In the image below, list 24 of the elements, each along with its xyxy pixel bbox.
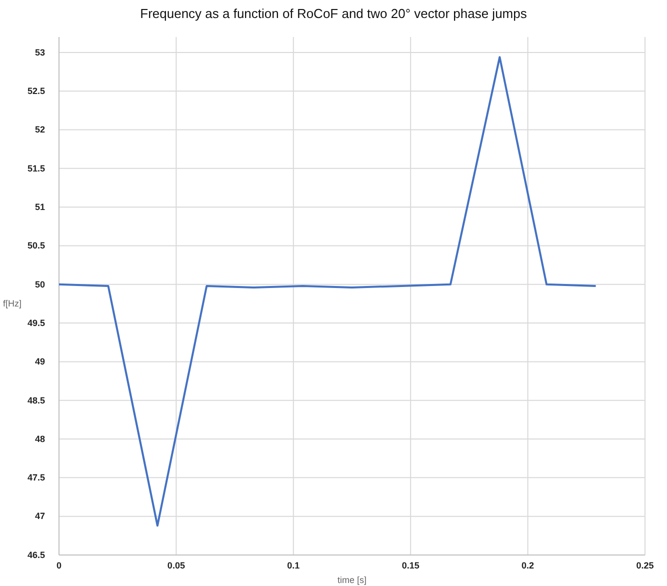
x-tick-label: 0.25 <box>636 560 654 570</box>
y-tick-label: 51.5 <box>27 163 45 174</box>
x-axis-title: time [s] <box>337 575 367 585</box>
y-tick-label: 53 <box>34 47 45 58</box>
y-tick-label: 50 <box>34 279 45 290</box>
y-tick-label: 51 <box>34 202 45 212</box>
y-tick-label: 47.5 <box>27 472 45 483</box>
y-tick-label: 48.5 <box>27 395 45 406</box>
y-tick-label: 52.5 <box>27 86 45 96</box>
chart-title: Frequency as a function of RoCoF and two 20° vector phase jumps <box>140 6 528 21</box>
y-tick-label: 47 <box>34 511 45 522</box>
x-tick-label: 0.15 <box>402 560 420 570</box>
y-tick-label: 49 <box>34 356 45 367</box>
y-tick-label: 46.5 <box>27 550 45 560</box>
x-tick-label: 0 <box>56 560 62 570</box>
y-axis-title: f[Hz] <box>3 298 22 309</box>
line-series <box>58 56 597 527</box>
x-tick-label: 0.2 <box>522 560 534 570</box>
x-tick-label: 0.1 <box>287 560 300 570</box>
x-tick-label: 0.05 <box>167 560 185 570</box>
y-tick-label: 50.5 <box>27 240 45 251</box>
y-tick-label: 49.5 <box>27 318 45 328</box>
y-tick-label: 52 <box>34 124 45 135</box>
y-tick-label: 48 <box>34 434 45 444</box>
